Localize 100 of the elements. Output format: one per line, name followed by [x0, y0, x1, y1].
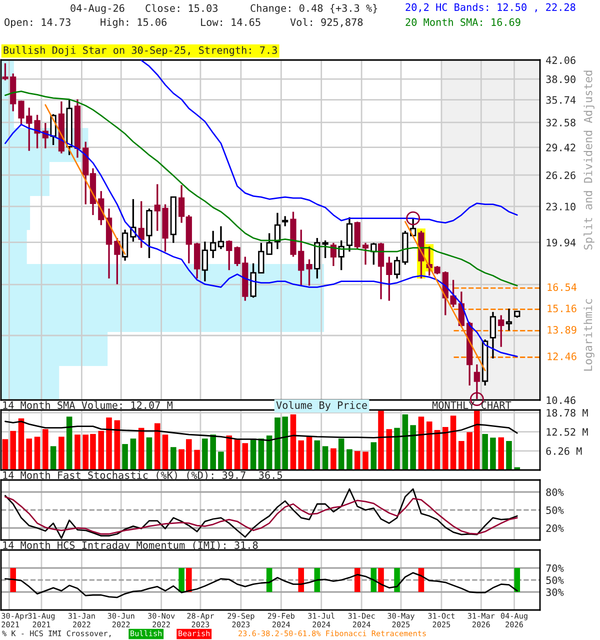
y-tick-label: 12.52 M [546, 428, 588, 436]
bar [170, 447, 176, 470]
bar [66, 416, 72, 470]
candlestick [354, 220, 360, 250]
y-tick-label: 80% [546, 488, 564, 496]
text: Low: 14.65 [201, 18, 260, 26]
candlestick [202, 240, 208, 282]
bar [114, 420, 120, 470]
bar [26, 438, 32, 470]
bar [98, 430, 104, 470]
bar [154, 423, 160, 470]
candlestick [386, 256, 392, 302]
line-series [4, 572, 518, 598]
bar [338, 438, 344, 470]
text: Vol: 925,878 [290, 18, 363, 28]
bar [122, 444, 128, 470]
bar [418, 416, 424, 470]
bar [410, 425, 416, 470]
text: 20 Month SMA: 16.69 [406, 18, 520, 26]
bar [378, 410, 384, 470]
y-tick-label: 23.10 [546, 202, 576, 210]
bar [146, 437, 152, 470]
text: Open: 14.73 [4, 18, 70, 28]
bar [386, 429, 392, 470]
text: 20,2 HC Bands: 12.50 , 22.28 [406, 3, 576, 12]
text: Change: 0.48 {+3.3 %} [250, 4, 378, 14]
bar [74, 434, 80, 470]
bar [458, 440, 464, 470]
y-tick-label: 10.46 [546, 396, 576, 404]
candlestick [506, 308, 512, 332]
bar [314, 440, 320, 470]
bar [106, 417, 112, 470]
candlestick [218, 225, 224, 250]
candlestick [122, 228, 128, 262]
y-tick-label: 32.58 [546, 118, 576, 126]
candlestick [362, 242, 369, 266]
bar [306, 436, 312, 470]
candlestick [274, 212, 281, 250]
text: MONTHLY CHART [432, 401, 512, 409]
chart-title: 14 Month SMA Volume: 12.07 M [3, 401, 172, 409]
y-tick-label: 38.90 [546, 75, 576, 84]
candlestick [490, 311, 496, 360]
y-tick-label: 50% [546, 576, 564, 584]
y-tick-label: 30% [546, 588, 564, 596]
text: Bullish Doji Star on 30-Sep-25, Strength: 7.3 [4, 46, 277, 56]
bar [50, 446, 56, 470]
bar [330, 448, 336, 470]
y-tick-label: 42.06 [546, 56, 576, 64]
bar [394, 428, 400, 470]
candlestick [498, 314, 504, 348]
candlestick [226, 240, 232, 271]
candlestick [114, 237, 120, 286]
line-series [4, 420, 518, 442]
candlestick [394, 256, 400, 280]
candlestick [282, 215, 288, 228]
bar [362, 452, 368, 470]
bar [34, 436, 40, 470]
ref-line-label: 13.89 [548, 326, 576, 334]
text: High: 15.06 [100, 18, 166, 28]
text: Close: 15.03 [146, 4, 218, 12]
bar [266, 435, 272, 470]
bar [18, 418, 24, 470]
y-tick-label: 50% [546, 506, 564, 514]
bar [490, 438, 496, 470]
y-tick-label: 19.94 [546, 238, 576, 246]
bar [218, 452, 224, 470]
y-tick-label: 18.78 M [546, 409, 588, 417]
ref-line-label: 12.46 [548, 352, 576, 360]
bar [370, 442, 377, 470]
bar [130, 438, 136, 470]
candlestick [378, 242, 384, 300]
text: Logarithmic [584, 299, 594, 371]
bar [162, 434, 168, 470]
bar [346, 449, 352, 470]
bar [10, 430, 16, 470]
bar [242, 443, 248, 470]
candlestick [322, 240, 328, 259]
line-series [4, 496, 518, 535]
candlestick [210, 230, 216, 259]
y-tick-label: 6.26 M [546, 447, 582, 455]
bar [58, 436, 64, 470]
y-tick-label: 70% [546, 564, 564, 572]
bar [354, 451, 360, 470]
y-tick-label: 26.26 [546, 171, 576, 180]
bar [450, 416, 456, 470]
bar [322, 446, 328, 470]
bar [506, 440, 512, 470]
candlestick [306, 258, 312, 287]
candlestick [34, 114, 40, 150]
candlestick [346, 216, 353, 252]
bar [234, 439, 240, 470]
y-tick-label: 35.74 [546, 96, 576, 104]
line-series [140, 60, 518, 224]
chart-title: 14 Month Fast Stochastic (%K) (%D): 39.7 36.5 [3, 471, 282, 480]
bar [210, 434, 216, 470]
bar [138, 428, 144, 470]
candlestick [138, 200, 144, 249]
ref-line-label: 16.54 [548, 283, 577, 292]
candlestick [266, 232, 272, 255]
bar [290, 414, 296, 470]
